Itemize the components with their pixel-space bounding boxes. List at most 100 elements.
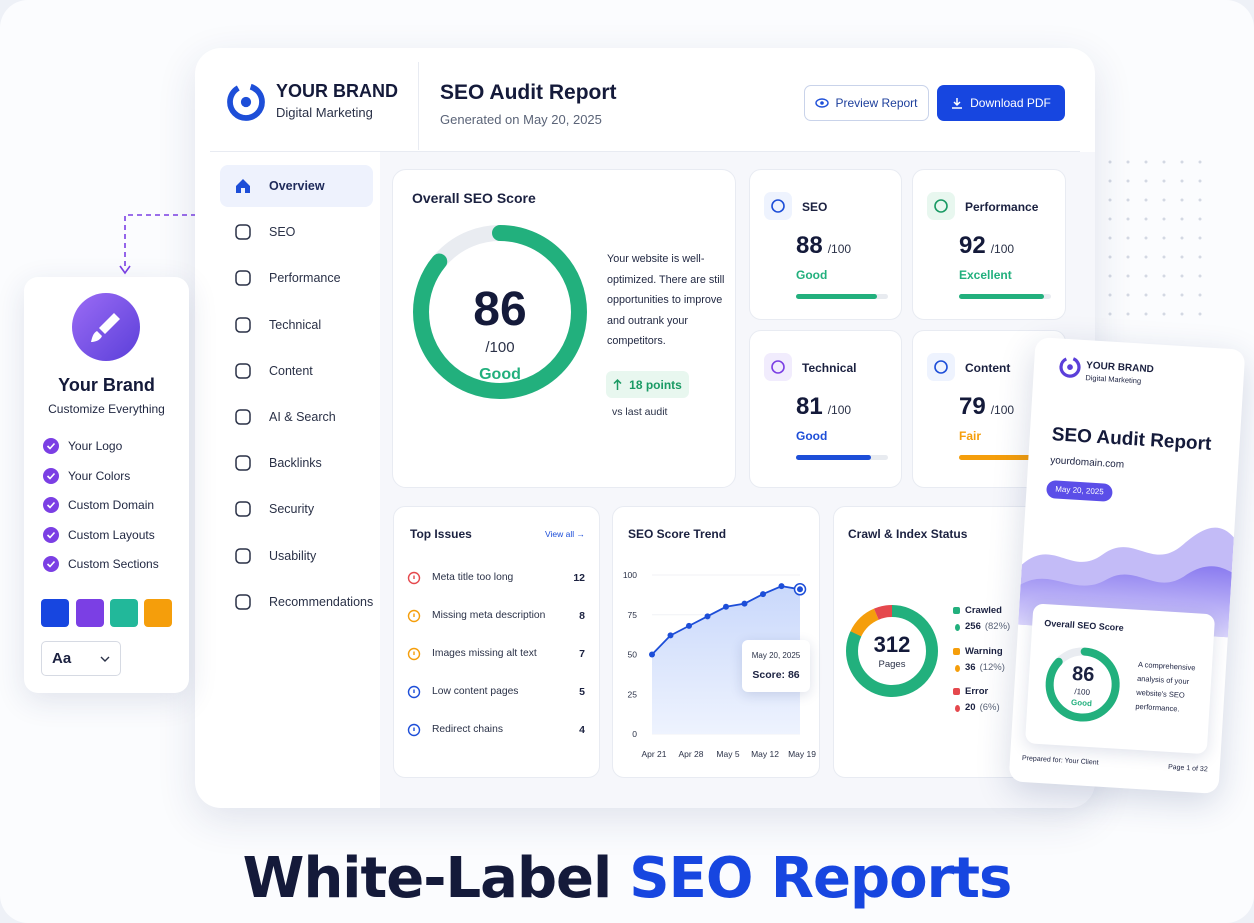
x-tick-label: May 19 — [788, 749, 816, 759]
connector — [124, 214, 196, 270]
logo-dot — [1067, 364, 1073, 371]
view-all-link[interactable]: View all → — [545, 529, 585, 539]
legend-value: 256 (82%) — [965, 621, 1010, 632]
nav-item[interactable]: Content — [220, 350, 373, 392]
dot — [1108, 160, 1112, 164]
score-max: /100 — [485, 339, 515, 356]
tooltip-value: Score: 86 — [752, 669, 800, 681]
progress-bar — [796, 455, 871, 460]
change-note: vs last audit — [612, 406, 668, 418]
nav-item[interactable]: AI & Search — [220, 396, 373, 438]
issue-label: Low content pages — [432, 686, 519, 697]
nav-item[interactable]: Recommendations — [220, 581, 373, 623]
glyph — [407, 647, 421, 661]
check — [46, 560, 56, 568]
point — [741, 600, 748, 607]
dot — [1180, 255, 1184, 259]
nav-item[interactable]: Performance — [220, 257, 373, 299]
dot — [1126, 236, 1130, 240]
dot — [1180, 160, 1184, 164]
point — [778, 583, 785, 590]
nav-icon — [235, 409, 251, 425]
preview-date: May 20, 2025 — [1045, 479, 1113, 502]
progress-track — [796, 294, 888, 299]
nav-icon — [235, 501, 251, 518]
issue-count: 8 — [579, 610, 585, 622]
nav-label: Technical — [269, 317, 322, 332]
icon-glyph — [934, 199, 948, 213]
dot — [1144, 274, 1148, 278]
glyph — [771, 360, 785, 374]
glyph — [235, 270, 251, 287]
brush — [91, 313, 120, 342]
dot — [1162, 293, 1166, 297]
nav-item[interactable]: SEO — [220, 211, 373, 253]
eye — [815, 98, 830, 108]
dot — [1108, 217, 1112, 221]
progress-track — [796, 455, 888, 460]
panel-title: Crawl & Index Status — [848, 527, 968, 541]
color-swatch[interactable] — [76, 599, 104, 627]
glyph — [407, 723, 421, 737]
score-max: /100 — [990, 242, 1015, 256]
legend-drop — [955, 624, 960, 631]
headline-lead: White-Label — [242, 846, 613, 911]
font-select[interactable]: Aa — [41, 641, 121, 676]
segment-share: (6%) — [979, 702, 1000, 713]
issue-label: Images missing alt text — [432, 648, 537, 659]
check-circle — [43, 556, 59, 572]
crawl-donut — [846, 605, 938, 697]
dot — [1126, 312, 1130, 316]
card-name: Performance — [965, 200, 1039, 214]
font-label: Aa — [52, 650, 72, 667]
dot — [1198, 160, 1202, 164]
dot — [1180, 312, 1184, 316]
score-max: /100 — [827, 403, 852, 417]
dot — [1162, 312, 1166, 316]
point — [667, 632, 674, 639]
check-icon — [43, 526, 59, 543]
preview-logo — [1059, 356, 1081, 378]
nav-item[interactable]: Overview — [220, 165, 373, 207]
issue-label: Redirect chains — [432, 724, 503, 735]
score-ring — [413, 225, 587, 399]
ring-arc — [1045, 647, 1120, 722]
dot — [1198, 293, 1202, 297]
check — [46, 501, 56, 509]
tooltip: May 20, 2025 Score: 86 — [742, 640, 810, 692]
legend-name: Warning — [965, 645, 1003, 657]
preview-ring — [1045, 647, 1120, 722]
nav-icon — [235, 270, 251, 287]
preview-button[interactable]: Preview Report — [804, 85, 929, 121]
color-swatch[interactable] — [144, 599, 172, 627]
download-button[interactable]: Download PDF — [937, 85, 1065, 121]
glyph — [235, 501, 251, 518]
glyph — [934, 199, 948, 213]
nav-label: AI & Search — [269, 410, 336, 424]
card-name: Content — [965, 361, 1011, 375]
dot — [1126, 274, 1130, 278]
dot — [1198, 274, 1202, 278]
issue-icon — [407, 571, 421, 585]
nav-icon — [236, 179, 250, 193]
nav-item[interactable]: Usability — [220, 535, 373, 577]
nav-item[interactable]: Backlinks — [220, 442, 373, 484]
pupil — [820, 101, 825, 105]
check-icon — [43, 556, 59, 572]
color-swatch[interactable] — [41, 599, 69, 627]
card-status: Fair — [959, 429, 982, 443]
crawl-total: 312 — [873, 632, 911, 657]
check — [46, 531, 56, 539]
report-preview: YOUR BRAND Digital Marketing SEO Audit Rep… — [1008, 337, 1246, 794]
dot — [1162, 255, 1166, 259]
nav-item[interactable]: Security — [220, 488, 373, 530]
issue-icon — [407, 723, 421, 737]
color-swatch[interactable] — [110, 599, 138, 627]
issues-panel — [393, 506, 600, 778]
dot — [1108, 312, 1112, 316]
glyph — [235, 224, 251, 240]
nav-item[interactable]: Technical — [220, 304, 373, 346]
card-status: Good — [796, 268, 828, 282]
nav-label: Security — [269, 502, 315, 517]
